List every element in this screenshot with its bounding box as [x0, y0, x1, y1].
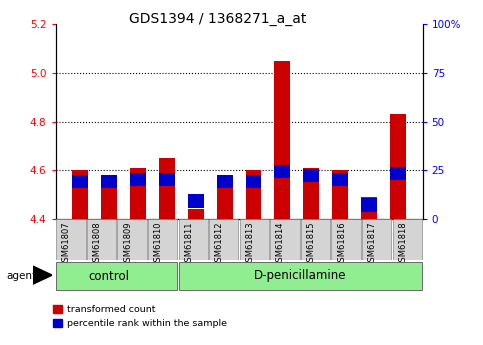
- Text: GSM61812: GSM61812: [215, 221, 224, 267]
- Bar: [130, 173, 146, 186]
- FancyBboxPatch shape: [270, 219, 299, 260]
- Bar: [390, 114, 406, 219]
- FancyBboxPatch shape: [301, 219, 330, 260]
- Bar: [332, 173, 348, 186]
- Bar: [361, 197, 377, 219]
- FancyBboxPatch shape: [179, 219, 208, 260]
- Text: agent: agent: [6, 271, 36, 281]
- Bar: [274, 61, 290, 219]
- Bar: [217, 185, 233, 219]
- Bar: [245, 175, 261, 188]
- Text: GSM61810: GSM61810: [154, 221, 163, 267]
- Bar: [159, 173, 175, 186]
- Bar: [217, 175, 233, 188]
- Bar: [332, 170, 348, 219]
- Text: GSM61809: GSM61809: [123, 221, 132, 267]
- FancyBboxPatch shape: [331, 219, 361, 260]
- FancyBboxPatch shape: [148, 219, 177, 260]
- Text: GSM61811: GSM61811: [184, 221, 193, 267]
- Bar: [188, 195, 204, 208]
- Text: GSM61807: GSM61807: [62, 221, 71, 267]
- Bar: [159, 158, 175, 219]
- Legend: transformed count, percentile rank within the sample: transformed count, percentile rank withi…: [53, 305, 227, 328]
- Bar: [274, 165, 290, 178]
- Bar: [245, 170, 261, 219]
- Text: GDS1394 / 1368271_a_at: GDS1394 / 1368271_a_at: [128, 12, 306, 26]
- FancyBboxPatch shape: [87, 219, 116, 260]
- FancyBboxPatch shape: [56, 262, 177, 290]
- Text: control: control: [88, 269, 129, 283]
- Bar: [303, 169, 319, 182]
- Bar: [72, 175, 88, 188]
- FancyBboxPatch shape: [209, 219, 239, 260]
- Text: GSM61814: GSM61814: [276, 221, 285, 267]
- Text: D-penicillamine: D-penicillamine: [254, 269, 346, 283]
- Bar: [390, 167, 406, 180]
- Text: GSM61816: GSM61816: [337, 221, 346, 267]
- Bar: [101, 185, 117, 219]
- FancyBboxPatch shape: [179, 262, 422, 290]
- Text: GSM61818: GSM61818: [398, 221, 407, 267]
- FancyBboxPatch shape: [362, 219, 391, 260]
- Bar: [303, 168, 319, 219]
- Bar: [188, 209, 204, 219]
- FancyBboxPatch shape: [56, 219, 85, 260]
- Polygon shape: [33, 266, 52, 284]
- FancyBboxPatch shape: [393, 219, 422, 260]
- Text: GSM61813: GSM61813: [245, 221, 255, 267]
- Text: GSM61815: GSM61815: [307, 221, 315, 267]
- Text: GSM61817: GSM61817: [368, 221, 377, 267]
- FancyBboxPatch shape: [240, 219, 269, 260]
- FancyBboxPatch shape: [117, 219, 147, 260]
- Bar: [361, 198, 377, 211]
- Bar: [72, 170, 88, 219]
- Text: GSM61808: GSM61808: [92, 221, 101, 267]
- Bar: [101, 175, 117, 188]
- Bar: [130, 168, 146, 219]
